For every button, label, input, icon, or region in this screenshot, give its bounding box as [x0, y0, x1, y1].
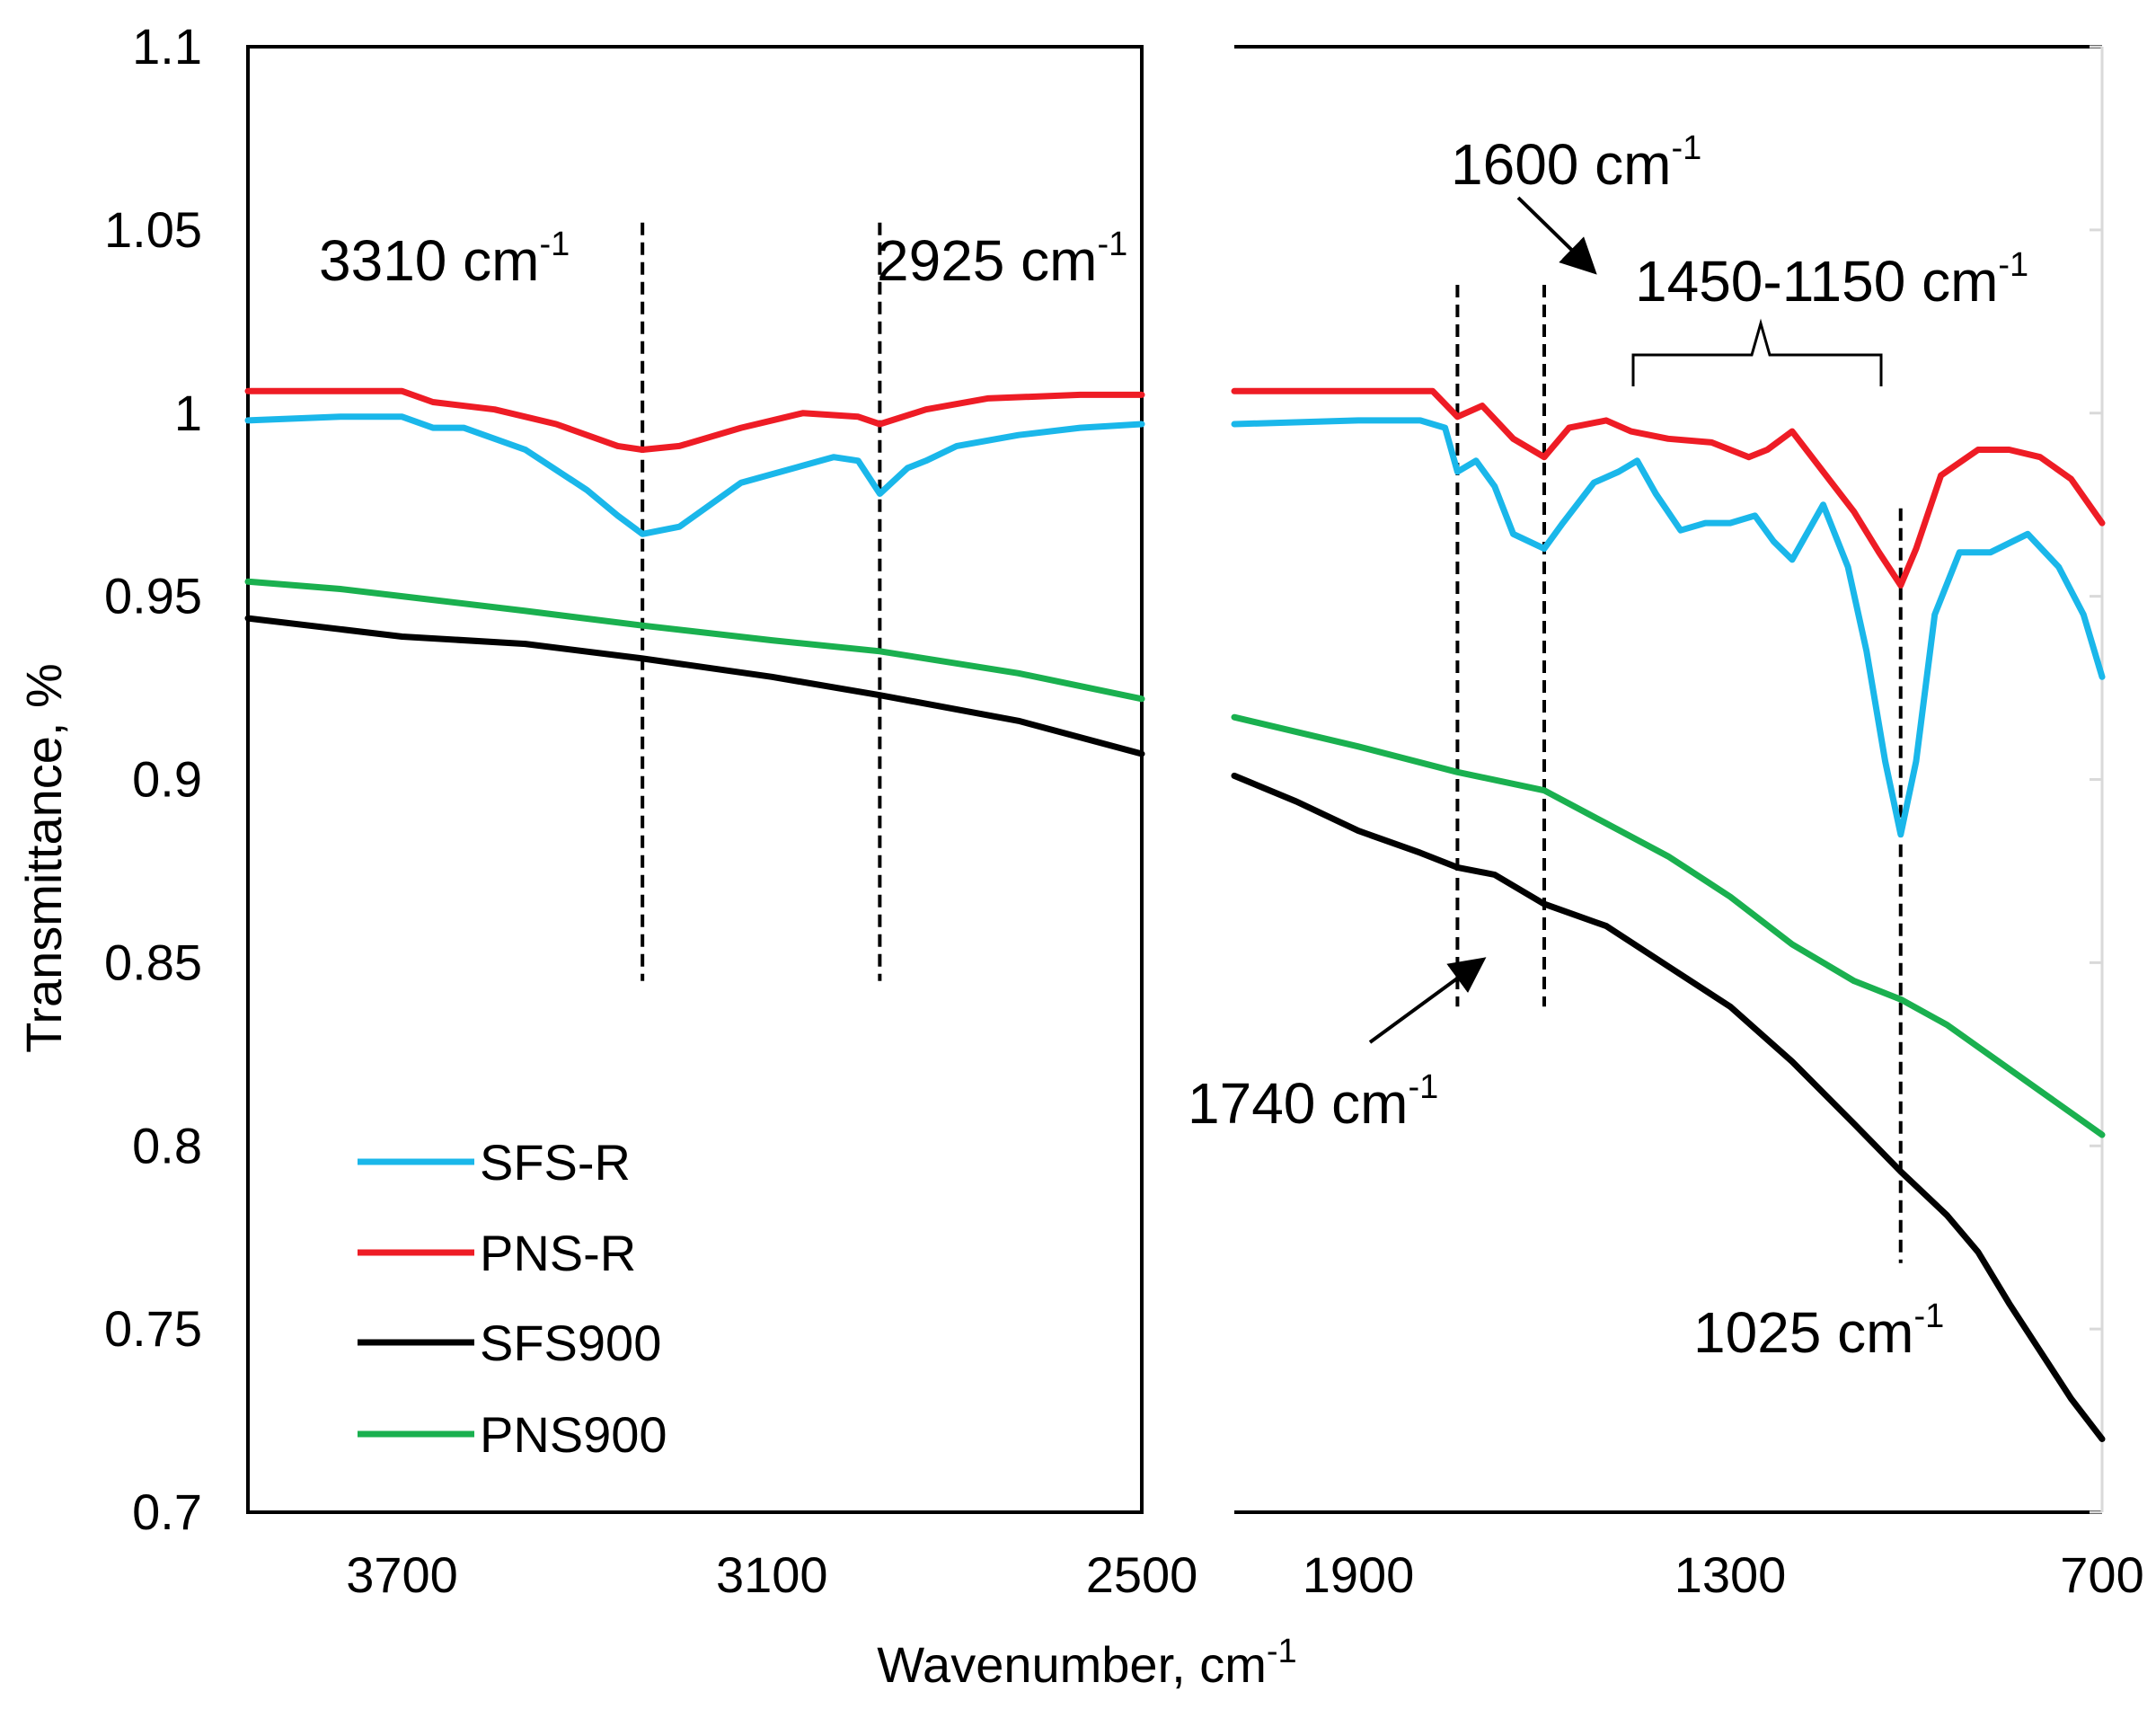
x-axis-title-main: Wavenumber, cm — [877, 1636, 1267, 1693]
y-tick-label: 0.7 — [132, 1483, 202, 1540]
y-tick-label: 0.95 — [104, 568, 202, 624]
annotation-3310: 3310 cm-1 — [319, 226, 570, 293]
series-group — [244, 387, 2106, 1442]
arrow-1740 — [1368, 957, 1487, 1044]
annotation-1025: 1025 cm-1 — [1693, 1297, 1944, 1365]
arrow-1600 — [1516, 196, 1597, 275]
legend-label-pns900: PNS900 — [480, 1406, 667, 1463]
brace-1450-1150 — [1631, 318, 1883, 386]
y-axis-title: Transmittance, % — [15, 663, 72, 1053]
series-line-pns-r-right — [1231, 387, 2106, 589]
annotation-1450-1150: 1450-1150 cm-1 — [1635, 246, 2028, 314]
annotation-1740: 1740 cm-1 — [1188, 1068, 1438, 1136]
y-tick-label: 1 — [174, 385, 202, 441]
legend-label-sfs-r: SFS-R — [480, 1134, 631, 1191]
x-tick-label: 3700 — [346, 1546, 458, 1603]
series-line-sfs900-right — [1231, 772, 2106, 1442]
series-line-sfs-r-left — [244, 413, 1145, 537]
x-tick-label: 3100 — [716, 1546, 828, 1603]
annotation-2925: 2925 cm-1 — [877, 226, 1127, 293]
x-tick-label: 2500 — [1086, 1546, 1198, 1603]
series-line-sfs-r-right — [1231, 417, 2106, 838]
plot-frame-left — [246, 45, 1144, 1514]
y-tick-label: 0.85 — [104, 934, 202, 990]
x-tick-label: 1300 — [1674, 1546, 1787, 1603]
x-axis-title: Wavenumber, cm-1 — [877, 1633, 1296, 1693]
x-tick-labels: 3700 3100 2500 1900 1300 700 — [346, 1546, 2143, 1603]
series-line-pns900-left — [244, 578, 1145, 703]
legend-label-pns-r: PNS-R — [480, 1225, 636, 1281]
x-axis-title-sup: -1 — [1267, 1633, 1297, 1670]
y-tick-label: 0.75 — [104, 1300, 202, 1357]
series-line-pns900-right — [1231, 713, 2106, 1138]
x-tick-label: 700 — [2060, 1546, 2143, 1603]
x-tick-label: 1900 — [1303, 1546, 1415, 1603]
reference-lines — [641, 222, 1903, 1263]
axis-frames — [246, 45, 2104, 1514]
y-tick-label: 1.1 — [132, 18, 202, 75]
y-tick-label: 1.05 — [104, 201, 202, 258]
annotation-1600: 1600 cm-1 — [1451, 129, 1701, 197]
y-tick-label: 0.8 — [132, 1117, 202, 1173]
legend-label-sfs900: SFS900 — [480, 1315, 661, 1371]
annotations: 3310 cm-1 2925 cm-1 1600 cm-1 1450-1150 … — [319, 129, 2028, 1365]
series-line-pns-r-left — [244, 387, 1145, 453]
y-tick-label: 0.9 — [132, 751, 202, 808]
legend: SFS-R PNS-R SFS900 PNS900 — [358, 1134, 667, 1463]
series-line-sfs900-left — [244, 615, 1145, 757]
y-tick-labels: 0.7 0.75 0.8 0.85 0.9 0.95 1 1.05 1.1 — [104, 18, 202, 1540]
